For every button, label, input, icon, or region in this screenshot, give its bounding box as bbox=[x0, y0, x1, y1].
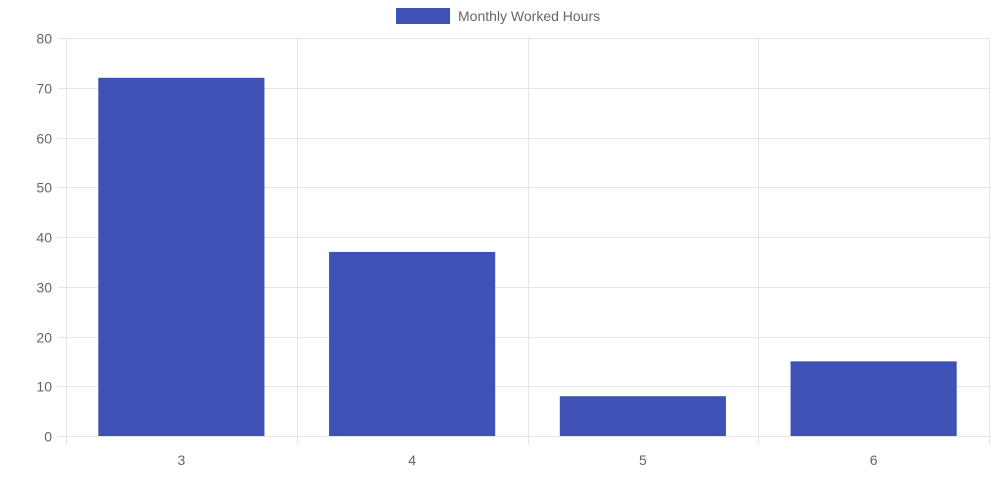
y-tick-label: 50 bbox=[36, 180, 52, 196]
legend-swatch[interactable] bbox=[396, 8, 450, 24]
x-tick-label: 6 bbox=[870, 452, 878, 468]
x-tick-label: 4 bbox=[408, 452, 416, 468]
bar-5[interactable] bbox=[559, 396, 726, 436]
y-tick-label: 30 bbox=[36, 280, 52, 296]
y-tick-label: 70 bbox=[36, 81, 52, 97]
y-tick-label: 0 bbox=[44, 429, 52, 445]
x-tick-label: 3 bbox=[177, 452, 185, 468]
bars-layer bbox=[98, 77, 957, 437]
bar-3[interactable] bbox=[98, 77, 265, 437]
bar-6[interactable] bbox=[790, 361, 957, 436]
y-tick-label: 40 bbox=[36, 230, 52, 246]
y-tick-label: 20 bbox=[36, 330, 52, 346]
axis-layer: 0 10 20 30 40 50 60 70 80 3 4 5 6 bbox=[36, 31, 877, 469]
y-tick-label: 80 bbox=[36, 31, 52, 47]
y-tick-label: 60 bbox=[36, 131, 52, 147]
x-tick-label: 5 bbox=[639, 452, 647, 468]
legend[interactable]: Monthly Worked Hours bbox=[396, 8, 600, 24]
legend-label[interactable]: Monthly Worked Hours bbox=[458, 8, 600, 24]
bar-4[interactable] bbox=[329, 251, 496, 436]
y-tick-label: 10 bbox=[36, 379, 52, 395]
